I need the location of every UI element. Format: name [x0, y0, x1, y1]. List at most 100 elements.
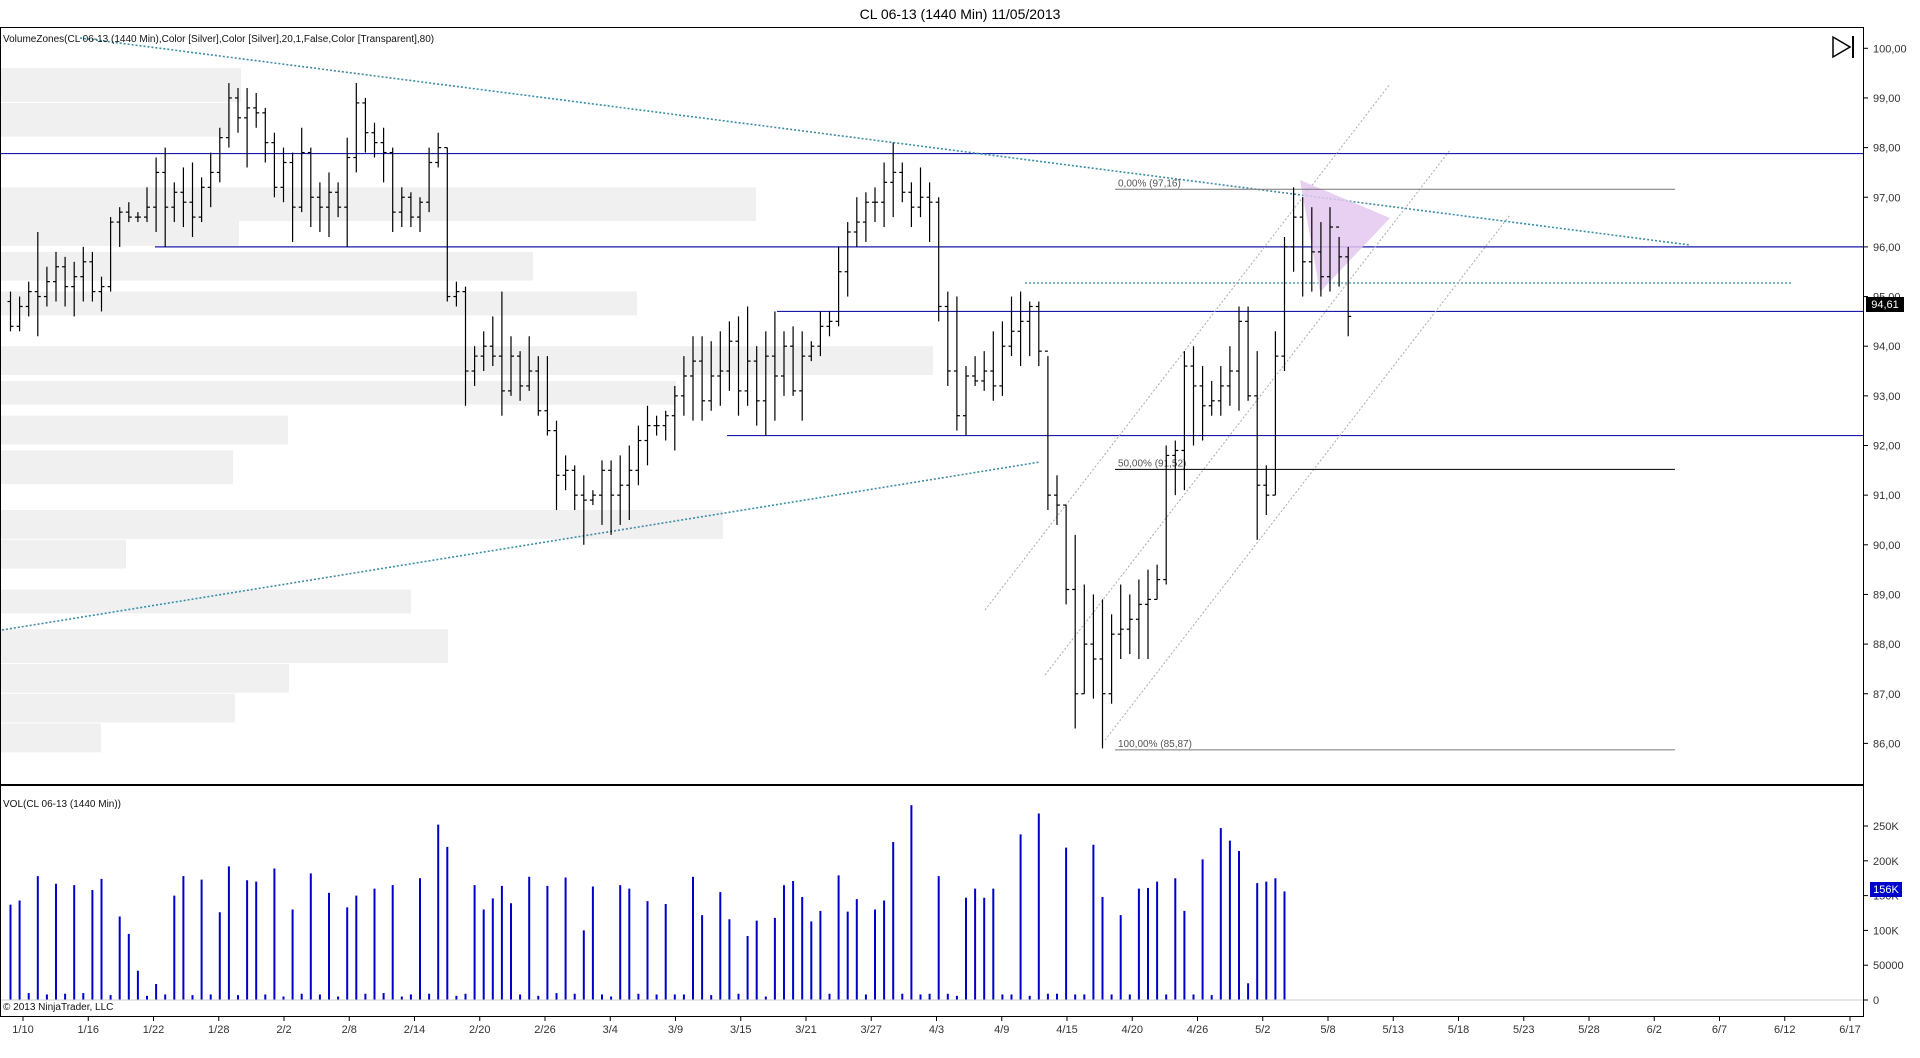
ohlc-bar [34, 232, 41, 337]
ohlc-bar [872, 187, 878, 223]
ohlc-bar [1317, 222, 1324, 297]
price-tick-label: 91,00 [1873, 490, 1901, 502]
price-tick-label: 89,00 [1873, 589, 1901, 601]
volume-label: VOL(CL 06-13 (1440 Min)) [3, 799, 121, 810]
ohlc-bar [1345, 246, 1352, 337]
fib-label: 100,00% (85,87) [1118, 739, 1192, 750]
ohlc-bar [1145, 569, 1151, 659]
ohlc-bar [589, 490, 596, 506]
volume-tick-label: 50000 [1873, 960, 1904, 972]
volume-tick-label: 100K [1873, 925, 1899, 937]
date-tick-label: 5/8 [1320, 1024, 1335, 1036]
price-panel: 0,00% (97,16) 50,00% (91,52) 100,00% (85,8… [0, 27, 1907, 785]
price-tick-label: 97,00 [1873, 192, 1901, 204]
date-tick-label: 4/26 [1187, 1024, 1208, 1036]
ohlc-bar [71, 261, 78, 317]
ohlc-bar [626, 445, 633, 520]
date-tick-label: 5/2 [1255, 1024, 1270, 1036]
ohlc-bar [881, 162, 888, 228]
ohlc-bar [562, 455, 569, 491]
ohlc-bar [116, 207, 123, 247]
ohlc-bar [307, 147, 314, 228]
ohlc-bar [908, 182, 915, 228]
ohlc-bar [599, 460, 605, 525]
ohlc-bar [1226, 346, 1233, 406]
price-tick-label: 87,00 [1873, 689, 1901, 701]
ohlc-bar [671, 385, 678, 451]
ohlc-bar [553, 420, 560, 511]
ohlc-bar [1154, 564, 1161, 601]
ohlc-bar [371, 122, 378, 158]
ohlc-bar [653, 415, 660, 436]
date-tick-label: 2/8 [342, 1024, 357, 1036]
ohlc-bar [134, 212, 141, 223]
price-tick-label: 94,00 [1873, 341, 1901, 353]
ohlc-bar [1108, 614, 1115, 704]
ohlc-bar [580, 475, 587, 545]
price-tick-label: 96,00 [1873, 242, 1901, 254]
date-tick-label: 5/23 [1513, 1024, 1534, 1036]
ohlc-bar [944, 291, 951, 386]
ohlc-bar [726, 321, 733, 391]
volume-zone [1, 251, 533, 281]
ohlc-bar [298, 127, 305, 213]
ohlc-bar [426, 147, 433, 213]
date-tick-label: 6/2 [1647, 1024, 1662, 1036]
ohlc-bar [1236, 306, 1242, 411]
ohlc-bar [890, 142, 897, 218]
date-tick-label: 5/13 [1383, 1024, 1404, 1036]
ohlc-bar [1181, 351, 1188, 491]
ohlc-bar [1336, 226, 1343, 287]
volume-zone [1, 68, 241, 102]
trend-line-upper [79, 37, 1691, 246]
ohlc-bar [1199, 366, 1206, 441]
ohlc-bar [544, 356, 551, 436]
ohlc-bar [953, 296, 960, 431]
play-end-icon[interactable] [1832, 35, 1854, 59]
price-tick-label: 86,00 [1873, 738, 1901, 750]
price-tick-label: 88,00 [1873, 639, 1901, 651]
volume-zone [1, 539, 126, 569]
ohlc-bar [462, 286, 469, 406]
volume-bars [1, 805, 1863, 1001]
ohlc-bar [999, 321, 1006, 396]
ohlc-bar [480, 331, 487, 372]
ohlc-bar [963, 366, 969, 436]
ohlc-bar [335, 182, 342, 218]
date-tick-label: 4/20 [1122, 1024, 1143, 1036]
ohlc-bar [271, 132, 278, 198]
volume-zone [1, 346, 933, 375]
ohlc-bar [662, 410, 669, 441]
date-tick-label: 1/16 [78, 1024, 99, 1036]
ohlc-bar [43, 266, 50, 307]
ohlc-bar [489, 316, 496, 367]
ohlc-bar [1245, 306, 1252, 401]
ohlc-bar [1126, 594, 1133, 655]
indicator-label: VolumeZones(CL 06-13 (1440 Min),Color [S… [3, 34, 434, 45]
ohlc-bar [808, 341, 815, 362]
date-tick-label: 3/9 [668, 1024, 683, 1036]
ohlc-bar [635, 425, 642, 486]
volume-zone [1, 102, 231, 137]
ohlc-bar [62, 256, 69, 307]
volume-zone [1, 450, 233, 485]
ohlc-bar [444, 147, 451, 302]
price-tick-label: 100,00 [1873, 43, 1907, 55]
chart-title: CL 06-13 (1440 Min) 11/05/2013 [860, 6, 1061, 22]
ohlc-bar [216, 127, 223, 183]
ohlc-bar [781, 331, 787, 396]
date-tick-label: 6/12 [1774, 1024, 1795, 1036]
date-tick-label: 3/15 [730, 1024, 751, 1036]
ohlc-bar [362, 97, 369, 153]
ohlc-bar [1281, 236, 1288, 372]
ohlc-bar [708, 341, 715, 411]
ohlc-bar [526, 336, 533, 391]
ohlc-bar [1263, 465, 1270, 516]
volume-zones [1, 68, 933, 753]
ohlc-bar [353, 83, 360, 173]
date-tick-label: 6/7 [1712, 1024, 1727, 1036]
ohlc-bar [1099, 599, 1106, 749]
ohlc-bar [617, 455, 624, 525]
ohlc-bar [799, 331, 806, 421]
fibonacci-levels: 0,00% (97,16) 50,00% (91,52) 100,00% (85,8… [1115, 178, 1675, 751]
